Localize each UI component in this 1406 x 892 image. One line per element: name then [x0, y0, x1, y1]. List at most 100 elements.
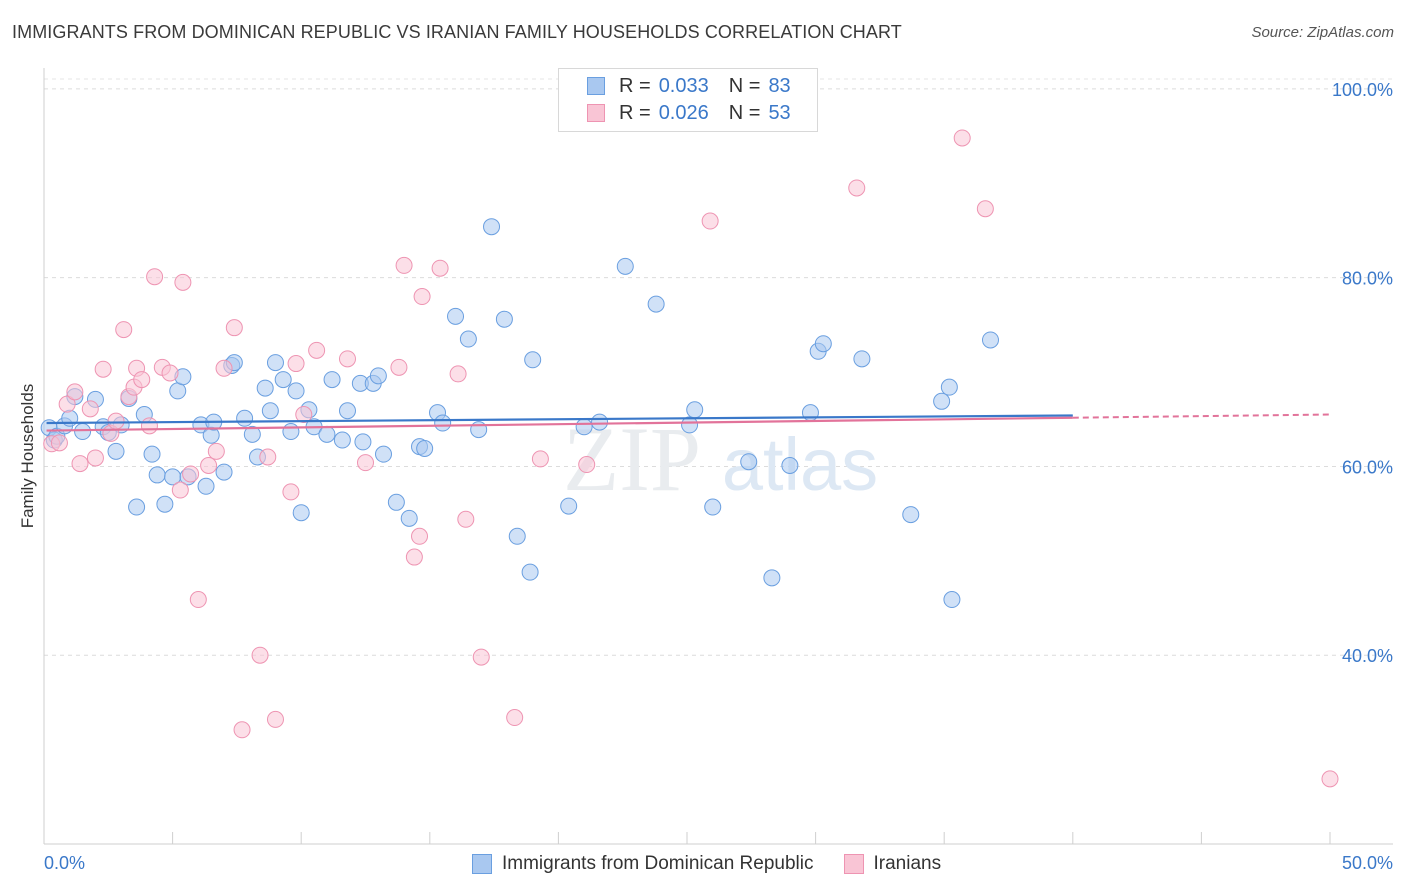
tick-labels: 100.0% 80.0% 60.0% 40.0% 0.0% 50.0% [44, 80, 1393, 873]
iranian-point [976, 200, 994, 218]
iranian-point [338, 350, 356, 368]
iranian-point [405, 548, 423, 566]
dominican-point [495, 310, 513, 328]
iranian-point [953, 129, 971, 147]
iranian-point [161, 364, 179, 382]
axes [43, 68, 1393, 845]
iranian-point [578, 456, 596, 474]
dominican-point [197, 477, 215, 495]
iranian-point [413, 288, 431, 306]
iranian-point [86, 449, 104, 467]
iranian-point [233, 721, 251, 739]
grid-lines [44, 78, 1393, 656]
dominican-trend-line [46, 414, 1073, 425]
dominican-point [616, 257, 634, 275]
x-tick-label: 50.0% [1342, 853, 1393, 873]
y-tick-label: 100.0% [1332, 80, 1393, 100]
iranian-point [1321, 770, 1339, 788]
dominican-point [292, 504, 310, 522]
iranian-point [431, 259, 449, 277]
iranian-point [395, 256, 413, 274]
n-label: N = [728, 74, 761, 97]
legend-label: Immigrants from Dominican Republic [502, 853, 814, 874]
dominican-point [981, 331, 999, 349]
r-label: R = [619, 74, 651, 97]
dominican-point [508, 527, 526, 545]
dominican-point [128, 498, 146, 516]
dominican-point [107, 442, 125, 460]
iranian-point [107, 412, 125, 430]
dominican-point [416, 440, 434, 458]
dominican-point [354, 433, 372, 451]
y-tick-label: 80.0% [1342, 269, 1393, 289]
dominican-point [681, 416, 699, 434]
dominican-point [434, 414, 452, 432]
series-legend: Immigrants from Dominican Republic Irani… [472, 851, 971, 877]
iranian-point [182, 465, 200, 483]
legend-item-iranians[interactable]: Iranians [843, 853, 941, 875]
iranian-point [189, 591, 207, 609]
iranian-point [259, 448, 277, 466]
dominican-point [560, 497, 578, 515]
iranian-point [531, 450, 549, 468]
iranian-trend-line-extension [1072, 413, 1331, 419]
dominican-point [943, 591, 961, 609]
iranian-point [50, 434, 68, 452]
dominican-point [740, 453, 758, 471]
iranian-point [115, 321, 133, 339]
dominican-point [459, 330, 477, 348]
iranian-point [390, 358, 408, 376]
iranian-point [215, 359, 233, 377]
dominican-point [274, 371, 292, 389]
legend-item-dominican[interactable]: Immigrants from Dominican Republic [472, 853, 814, 875]
dominican-point [256, 379, 274, 397]
dominican-point [215, 463, 233, 481]
dominican-point [236, 409, 254, 427]
iranian-point [472, 648, 490, 666]
source-label: Source: ZipAtlas.com [1251, 24, 1394, 41]
r-value: 0.026 [658, 101, 709, 124]
dominican-point [524, 351, 542, 369]
y-tick-label: 40.0% [1342, 646, 1393, 666]
dominican-point [323, 371, 341, 389]
dominican-point [169, 382, 187, 400]
r-label: R = [619, 101, 651, 124]
iranian-point [266, 710, 284, 728]
iranian-point [140, 417, 158, 435]
iranian-point [308, 341, 326, 359]
chart-title: IMMIGRANTS FROM DOMINICAN REPUBLIC VS IR… [12, 22, 902, 42]
r-value: 0.033 [658, 74, 709, 97]
dominican-point [338, 402, 356, 420]
iranian-point [146, 268, 164, 286]
iranian-point [287, 355, 305, 373]
dominican-point [387, 493, 405, 511]
dominican-point [814, 335, 832, 353]
dominican-point [287, 382, 305, 400]
pink-swatch [843, 854, 864, 874]
dominican-point [853, 350, 871, 368]
iranian-point [174, 273, 192, 291]
dominican-point [902, 506, 920, 524]
dominican-point [243, 425, 261, 443]
stats-legend-row-pink: R = 0.026 N = 53 [587, 100, 791, 126]
dominican-point [933, 392, 951, 410]
dominican-point [647, 295, 665, 313]
dominican-point [318, 425, 336, 443]
dominican-point [282, 423, 300, 441]
blue-swatch [472, 854, 492, 874]
data-points [40, 129, 1339, 788]
dominican-point [763, 569, 781, 587]
dominican-point [483, 218, 501, 236]
iranian-point [295, 406, 313, 424]
dominican-point [521, 563, 539, 581]
dominican-point [704, 498, 722, 516]
dominican-point [143, 445, 161, 463]
trend-lines [46, 413, 1331, 432]
iranian-point [411, 527, 429, 545]
iranian-point [200, 456, 218, 474]
n-value: 53 [768, 101, 791, 124]
dominican-point [369, 367, 387, 385]
iranian-point [457, 510, 475, 528]
stats-legend-row-blue: R = 0.033 N = 83 [587, 73, 791, 99]
